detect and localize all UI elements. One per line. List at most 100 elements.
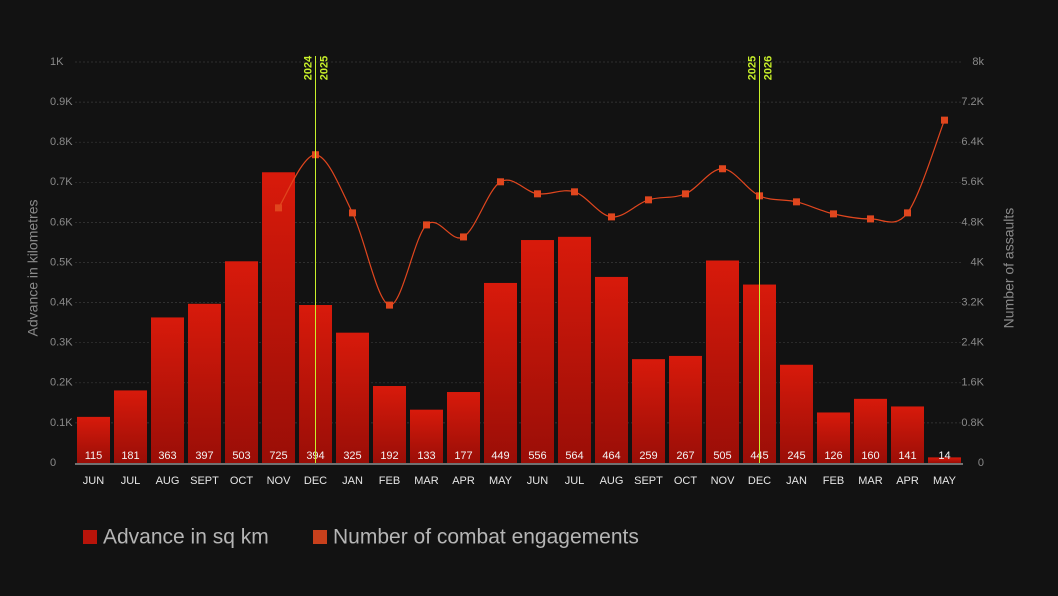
legend-label: Number of combat engagements [333, 526, 639, 549]
bar [373, 386, 406, 463]
x-tick-label: JUL [565, 475, 585, 487]
marker [719, 165, 726, 173]
x-tick-label: JUN [527, 475, 548, 487]
bar [928, 457, 961, 463]
year-label: 2026 [762, 56, 774, 80]
y2-tick-label: 3.2K [961, 297, 984, 309]
x-tick-label: JUL [121, 475, 141, 487]
bar-label: 363 [158, 450, 176, 462]
y2-tick-label: 4.8K [961, 216, 984, 228]
bar [336, 332, 369, 463]
bar-label: 259 [639, 450, 657, 462]
legend-swatch [313, 530, 327, 544]
bar-label: 449 [491, 450, 509, 462]
x-tick-label: OCT [674, 475, 698, 487]
year-label: 2025 [318, 56, 330, 80]
bar [817, 412, 850, 463]
y2-tick-label: 2.4K [961, 337, 984, 349]
marker [460, 233, 467, 241]
y-tick-label: 0.6K [50, 216, 73, 228]
bar-label: 133 [417, 450, 435, 462]
y2-tick-label: 8k [972, 56, 984, 68]
x-tick-label: MAR [858, 475, 883, 487]
x-tick-label: DEC [748, 475, 771, 487]
bar [151, 317, 184, 463]
y2-tick-label: 6.4K [961, 136, 984, 148]
bar-label: 725 [269, 450, 287, 462]
bar [188, 303, 221, 463]
bar [558, 236, 591, 463]
x-tick-label: FEB [823, 475, 844, 487]
x-tick-label: AUG [600, 475, 624, 487]
bar [854, 398, 887, 463]
marker [534, 190, 541, 198]
x-tick-label: APR [896, 475, 919, 487]
bar-label: 14 [938, 450, 950, 462]
bar [77, 416, 110, 463]
bar-label: 115 [85, 450, 103, 462]
bar-label: 192 [380, 450, 398, 462]
bar-label: 141 [898, 450, 916, 462]
bar-label: 126 [824, 450, 842, 462]
bar [521, 240, 554, 463]
y-tick-label: 0.8K [50, 136, 73, 148]
x-tick-label: JAN [342, 475, 363, 487]
marker [386, 301, 393, 309]
y-tick-label: 0.5K [50, 256, 73, 268]
marker [682, 190, 689, 198]
y-tick-label: 0 [50, 457, 56, 469]
legend: Advance in sq km Number of combat engage… [83, 526, 639, 549]
marker [497, 178, 504, 186]
bar [225, 261, 258, 463]
marker [571, 188, 578, 196]
x-tick-label: JUN [83, 475, 104, 487]
y-tick-label: 0.3K [50, 337, 73, 349]
y2-tick-label: 0 [978, 457, 984, 469]
x-tick-label: MAY [933, 475, 957, 487]
bar [484, 282, 517, 463]
marker [275, 204, 282, 212]
bar-label: 181 [121, 450, 139, 462]
marker [608, 213, 615, 221]
x-tick-label: JAN [786, 475, 807, 487]
x-tick-label: APR [452, 475, 475, 487]
bar [706, 260, 739, 463]
bar-label: 503 [232, 450, 250, 462]
marker [349, 209, 356, 217]
x-tick-label: DEC [304, 475, 327, 487]
x-tick-label: SEPT [190, 475, 219, 487]
marker [793, 198, 800, 206]
x-tick-label: SEPT [634, 475, 663, 487]
y2-tick-label: 0.8K [961, 417, 984, 429]
x-tick-label: AUG [156, 475, 180, 487]
year-label: 2024 [302, 55, 314, 80]
bar [780, 364, 813, 463]
y-tick-label: 0.4K [50, 297, 73, 309]
bar-label: 556 [528, 450, 546, 462]
y-tick-label: 0.1K [50, 417, 73, 429]
bar [632, 359, 665, 463]
bar [262, 172, 295, 463]
x-tick-label: MAR [414, 475, 439, 487]
x-tick-label: FEB [379, 475, 400, 487]
bar [447, 392, 480, 463]
marker [904, 209, 911, 217]
y-tick-label: 0.7K [50, 176, 73, 188]
x-tick-label: NOV [711, 475, 736, 487]
bar-label: 245 [787, 450, 805, 462]
y2-tick-label: 1.6K [961, 377, 984, 389]
legend-swatch [83, 530, 97, 544]
marker [941, 116, 948, 124]
bar [410, 409, 443, 463]
x-tick-label: MAY [489, 475, 513, 487]
x-tick-label: NOV [267, 475, 292, 487]
marker [867, 215, 874, 223]
marker [423, 221, 430, 229]
marker [645, 196, 652, 204]
bar-label: 160 [861, 450, 879, 462]
bar [595, 276, 628, 463]
bar [114, 390, 147, 463]
y-tick-label: 0.2K [50, 377, 73, 389]
marker [830, 210, 837, 218]
